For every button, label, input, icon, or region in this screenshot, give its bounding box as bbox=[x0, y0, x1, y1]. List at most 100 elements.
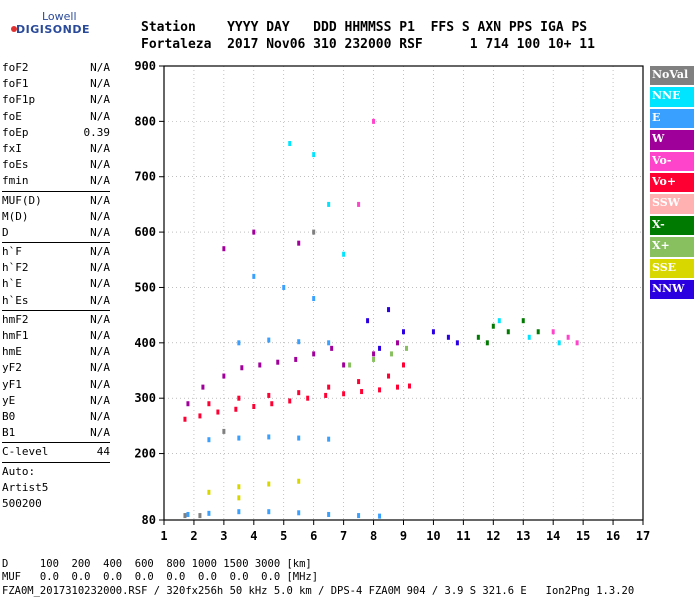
echo-point-e bbox=[357, 513, 361, 519]
echo-point-vominus bbox=[551, 329, 555, 335]
echo-point-e bbox=[237, 435, 241, 441]
logo-line2: DIGISONDE bbox=[16, 23, 90, 36]
param-row-fxi: fxI N/A bbox=[2, 141, 110, 157]
echo-point-nne bbox=[327, 201, 331, 207]
echo-point-xminus bbox=[506, 329, 510, 335]
legend-item-xplus: X+ bbox=[650, 237, 694, 259]
scaled-parameters-panel: foF2 N/A foF1 N/A foF1p N/A foE N/A foEp 0.39 fxI N… bbox=[2, 60, 110, 512]
echo-point-w bbox=[297, 240, 301, 246]
legend-item-vominus: Vo- bbox=[650, 151, 694, 173]
echo-point-nnw bbox=[378, 345, 382, 351]
echo-point-vominus bbox=[575, 340, 579, 346]
param-name: yF1 bbox=[2, 377, 22, 391]
param-value: 44 bbox=[96, 445, 110, 459]
x-tick-label: 5 bbox=[280, 529, 287, 543]
echo-point-nne bbox=[497, 318, 501, 324]
echo-point-w bbox=[240, 365, 244, 371]
echo-point-voplus bbox=[360, 389, 364, 395]
echo-point-w bbox=[222, 373, 226, 379]
echo-point-nnw bbox=[455, 340, 459, 346]
x-tick-label: 7 bbox=[340, 529, 347, 543]
param-row-fmin: fmin N/A bbox=[2, 173, 110, 189]
echo-point-voplus bbox=[342, 391, 346, 397]
param-row-ye: yE N/A bbox=[2, 393, 110, 409]
param-row-yf2: yF2 N/A bbox=[2, 360, 110, 376]
y-tick-label: 700 bbox=[134, 170, 156, 184]
echo-point-noval bbox=[183, 513, 187, 519]
param-value: N/A bbox=[90, 377, 110, 391]
echo-point-e bbox=[267, 337, 271, 343]
param-name: hmF2 bbox=[2, 312, 29, 326]
legend-item-nnw: NNW bbox=[650, 279, 694, 302]
echo-point-e bbox=[297, 339, 301, 345]
echo-point-nnw bbox=[366, 318, 370, 324]
param-row-hes: h`Es N/A bbox=[2, 293, 110, 309]
param-value: N/A bbox=[90, 77, 110, 91]
echo-point-sse bbox=[297, 478, 301, 484]
header-values: Fortaleza 2017 Nov06 310 232000 RSF 1 71… bbox=[141, 37, 595, 52]
echo-point-xminus bbox=[536, 329, 540, 335]
x-tick-label: 6 bbox=[310, 529, 317, 543]
footer-muf-row: MUF 0.0 0.0 0.0 0.0 0.0 0.0 0.0 0.0 [MHz… bbox=[2, 571, 319, 584]
echo-point-voplus bbox=[288, 398, 292, 404]
echo-point-voplus bbox=[234, 406, 238, 412]
echo-point-sse bbox=[207, 489, 211, 495]
echo-point-xplus bbox=[372, 356, 376, 362]
header-labels: Station YYYY DAY DDD HHMMSS P1 FFS S AXN… bbox=[141, 20, 588, 35]
x-tick-label: 14 bbox=[546, 529, 560, 543]
param-name: foEs bbox=[2, 158, 29, 172]
echo-point-e bbox=[327, 511, 331, 517]
footer-file-info: FZA0M_2017310232000.RSF / 320fx256h 50 k… bbox=[2, 584, 635, 597]
param-row-fof1: foF1 N/A bbox=[2, 76, 110, 92]
param-name: D bbox=[2, 225, 9, 239]
echo-point-sse bbox=[267, 481, 271, 487]
param-value: N/A bbox=[90, 361, 110, 375]
echo-point-voplus bbox=[396, 384, 400, 390]
echo-point-e bbox=[378, 513, 382, 519]
divider bbox=[2, 190, 110, 192]
echo-point-w bbox=[294, 356, 298, 362]
legend-item-w: W bbox=[650, 130, 694, 152]
x-tick-label: 13 bbox=[516, 529, 530, 543]
param-name: MUF(D) bbox=[2, 193, 42, 207]
echo-point-nnw bbox=[402, 329, 405, 335]
echo-point-w bbox=[201, 384, 205, 390]
autoscale-program: Artist5 bbox=[2, 480, 49, 494]
param-value: N/A bbox=[90, 209, 110, 223]
echo-point-voplus bbox=[216, 409, 220, 415]
param-value: N/A bbox=[90, 158, 110, 172]
param-value: 0.39 bbox=[83, 125, 111, 139]
param-row-md: M(D) N/A bbox=[2, 209, 110, 225]
param-row-b1: B1 N/A bbox=[2, 425, 110, 441]
echo-point-nne bbox=[312, 152, 316, 158]
param-name: fmin bbox=[2, 174, 29, 188]
param-value: N/A bbox=[90, 312, 110, 326]
footer: D 100 200 400 600 800 1000 1500 3000 [km… bbox=[2, 558, 634, 598]
logo-dot-icon bbox=[11, 26, 17, 32]
echo-point-voplus bbox=[306, 395, 310, 401]
x-tick-label: 15 bbox=[576, 529, 590, 543]
y-tick-label: 200 bbox=[134, 447, 156, 461]
polarization-legend: NoVal NNE E W Vo- Vo+ SSW X- X+ SSE NNW bbox=[650, 66, 694, 302]
echo-point-e bbox=[267, 434, 271, 440]
echo-point-voplus bbox=[252, 404, 256, 409]
param-value: N/A bbox=[90, 225, 110, 239]
echo-point-e bbox=[312, 296, 316, 302]
plot-frame bbox=[163, 65, 644, 521]
param-row-fof2: foF2 N/A bbox=[2, 60, 110, 76]
echo-point-nne bbox=[288, 141, 292, 147]
param-row-mufd: MUF(D) N/A bbox=[2, 193, 110, 209]
echo-point-e bbox=[327, 436, 331, 442]
echo-point-xminus bbox=[491, 323, 495, 329]
echo-point-xminus bbox=[521, 318, 525, 324]
echo-point-nnw bbox=[431, 329, 435, 335]
echo-point-voplus bbox=[270, 401, 274, 407]
param-name: yE bbox=[2, 393, 16, 407]
x-tick-label: 16 bbox=[606, 529, 620, 543]
param-name: h`F2 bbox=[2, 261, 29, 275]
legend-item-noval: NoVal bbox=[650, 66, 694, 88]
echo-point-nnw bbox=[387, 307, 391, 313]
echo-point-voplus bbox=[378, 387, 382, 393]
x-tick-label: 10 bbox=[426, 529, 440, 543]
